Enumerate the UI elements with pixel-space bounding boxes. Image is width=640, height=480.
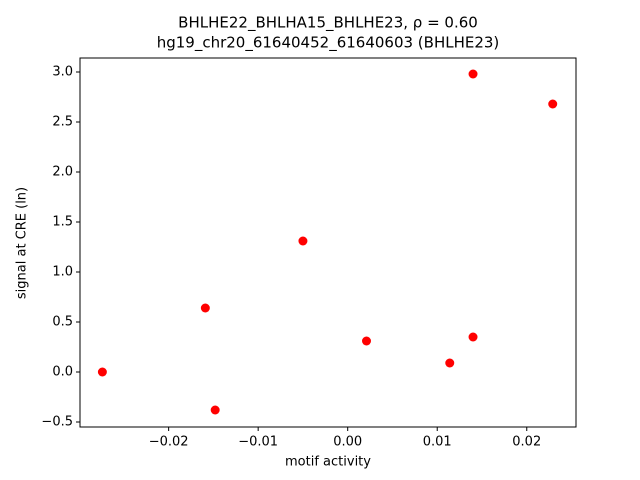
- point: [97, 367, 107, 377]
- y-tick-label: 3.0: [52, 65, 73, 80]
- x-tick-label: −0.01: [238, 435, 278, 450]
- x-tick-label: 0.00: [333, 435, 362, 450]
- y-tick-label: 2.5: [52, 115, 73, 130]
- y-tick-label: 0.5: [52, 315, 73, 330]
- point: [445, 358, 455, 368]
- x-axis-label: motif activity: [285, 455, 371, 470]
- x-tick-label: 0.01: [423, 435, 452, 450]
- y-axis-label: signal at CRE (ln): [15, 187, 30, 299]
- point: [298, 236, 308, 246]
- point: [468, 69, 478, 79]
- plot-frame: [79, 57, 577, 428]
- chart-title: BHLHE22_BHLHA15_BHLHE23, ρ = 0.60: [178, 14, 478, 33]
- x-tick-label: −0.02: [149, 435, 189, 450]
- point: [200, 303, 210, 313]
- x-tick-label: 0.02: [512, 435, 541, 450]
- y-tick-label: 1.0: [52, 265, 73, 280]
- y-tick-label: 2.0: [52, 165, 73, 180]
- point: [548, 99, 558, 109]
- chart-subtitle: hg19_chr20_61640452_61640603 (BHLHE23): [157, 34, 500, 53]
- y-tick-label: −0.5: [41, 415, 73, 430]
- y-tick-label: 0.0: [52, 365, 73, 380]
- point: [361, 336, 371, 346]
- y-tick-label: 1.5: [52, 215, 73, 230]
- point: [210, 405, 220, 415]
- point: [468, 332, 478, 342]
